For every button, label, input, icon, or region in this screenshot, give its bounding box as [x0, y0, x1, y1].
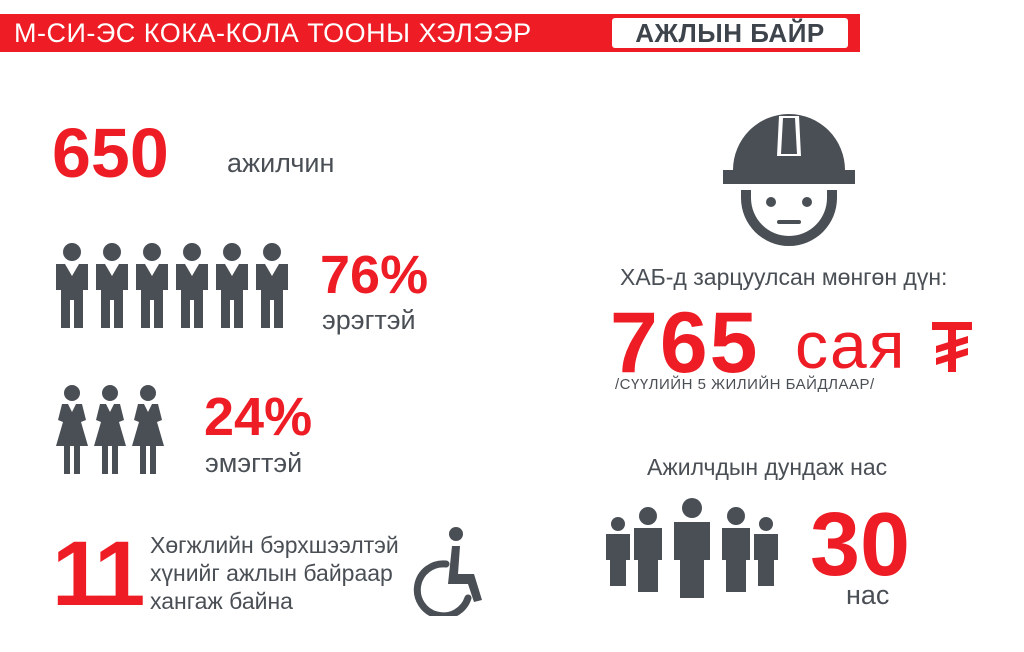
average-age-value: 30: [810, 495, 911, 595]
average-age-unit: нас: [846, 580, 890, 610]
ohs-spending-value: 765: [610, 295, 760, 391]
employees-count: 650: [52, 114, 169, 192]
header-title: М-СИ-ЭС КОКА-КОЛА ТООНЫ ХЭЛЭЭР: [14, 18, 532, 48]
employees-label: ажилчин: [227, 148, 335, 178]
ohs-note: /СҮҮЛИЙН 5 ЖИЛИЙН БАЙДЛААР/: [615, 376, 875, 393]
women-label: эмэгтэй: [205, 448, 303, 478]
men-percent: 76%: [320, 245, 429, 305]
wheelchair-icon: [413, 527, 482, 616]
ohs-spending-unit: сая: [795, 308, 907, 382]
disabled-text-line-2: хүнийг ажлын байраар: [150, 560, 393, 586]
tugrik-icon: [932, 322, 972, 372]
worker-helmet-icon: [723, 114, 855, 246]
female-figures-icon: [56, 385, 164, 474]
average-age-label: Ажилчдын дундаж нас: [647, 454, 888, 480]
male-figures-icon: [56, 243, 288, 328]
crowd-icon: [606, 498, 778, 598]
header-tab-label: АЖЛЫН БАЙР: [612, 18, 848, 48]
ohs-spending-label: ХАБ-д зарцуулсан мөнгөн дүн:: [620, 264, 948, 290]
men-label: эрэгтэй: [322, 305, 416, 335]
disabled-count: 11: [52, 523, 145, 625]
disabled-text-line-3: хангаж байна: [150, 588, 293, 614]
disabled-text-line-1: Хөгжлийн бэрхшээлтэй: [150, 532, 399, 558]
women-percent: 24%: [204, 387, 313, 447]
